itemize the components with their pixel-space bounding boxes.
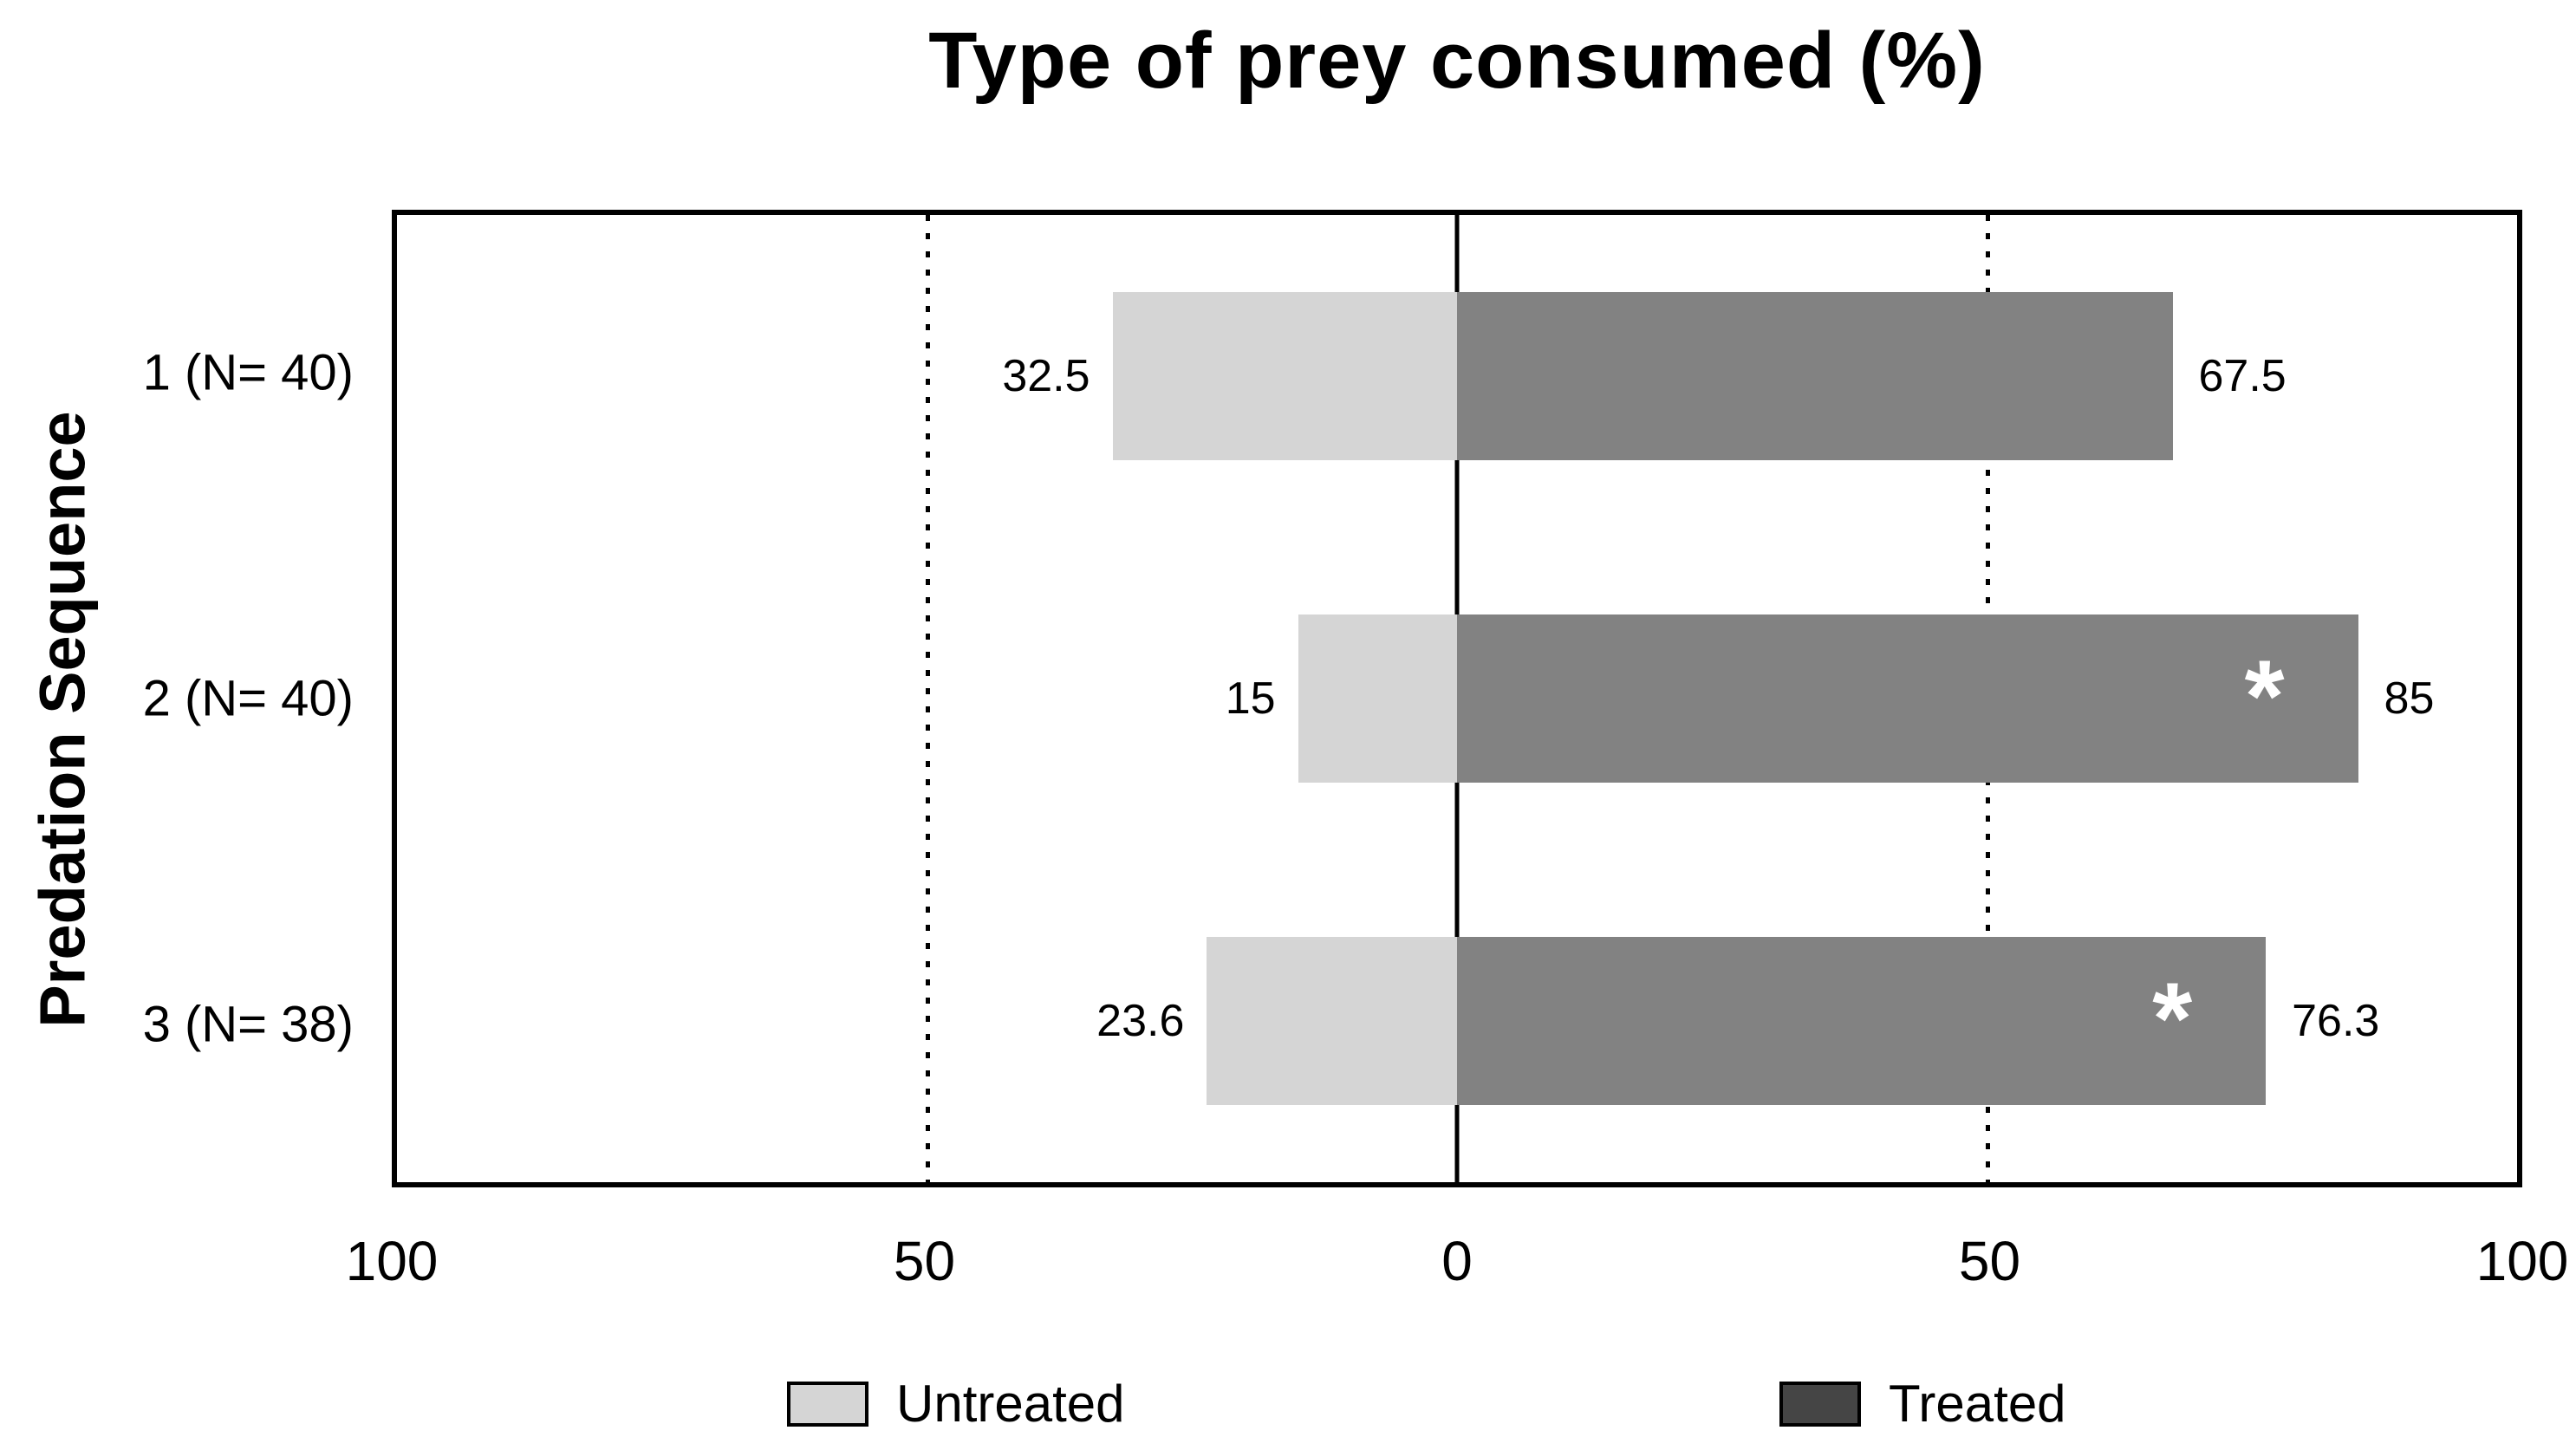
category-band: 32.5 67.5	[397, 215, 2517, 537]
x-tick-label: 50	[1958, 1230, 2021, 1292]
treated-bar: *	[1457, 937, 2267, 1105]
treated-bar	[1457, 292, 2173, 460]
y-tick-label: 3 (N= 38)	[142, 996, 354, 1053]
category-band: * 23.6 76.3	[397, 860, 2517, 1182]
x-tick-label: 100	[345, 1230, 439, 1292]
untreated-bar	[1112, 292, 1457, 460]
treated-value-label: 85	[2384, 673, 2435, 724]
untreated-value-label: 32.5	[1002, 351, 1090, 401]
y-tick-label: 2 (N= 40)	[142, 670, 354, 727]
x-tick-label: 50	[893, 1230, 956, 1292]
legend: Untreated Treated	[392, 1361, 2522, 1443]
treated-bar: *	[1457, 614, 2358, 783]
significance-asterisk: *	[2244, 639, 2285, 754]
treated-value-label: 76.3	[2292, 996, 2380, 1046]
category-band: * 15 85	[397, 537, 2517, 860]
legend-label: Treated	[1889, 1375, 2066, 1433]
y-axis-tick-labels: 1 (N= 40) 2 (N= 40) 3 (N= 38)	[0, 210, 371, 1187]
legend-swatch-untreated	[787, 1381, 868, 1427]
untreated-value-label: 15	[1225, 673, 1276, 724]
legend-label: Untreated	[896, 1375, 1125, 1433]
chart-title: Type of prey consumed (%)	[928, 16, 1986, 105]
untreated-value-label: 23.6	[1096, 996, 1185, 1046]
legend-item-treated: Treated	[1779, 1374, 2066, 1434]
legend-swatch-treated	[1779, 1381, 1861, 1427]
treated-value-label: 67.5	[2198, 351, 2287, 401]
gridline-50	[925, 215, 930, 1182]
significance-asterisk: *	[2152, 961, 2193, 1076]
x-axis-tick-labels: 100 50 0 50 100	[346, 1229, 2569, 1307]
x-tick-label: 100	[2475, 1230, 2569, 1292]
x-tick-label: 0	[1441, 1230, 1473, 1292]
untreated-bar	[1298, 614, 1457, 783]
untreated-bar	[1207, 937, 1457, 1105]
legend-item-untreated: Untreated	[787, 1374, 1125, 1434]
y-tick-label: 1 (N= 40)	[142, 344, 354, 401]
plot-area: 32.5 67.5 * 15 85 * 23.6 76.3	[392, 210, 2522, 1187]
